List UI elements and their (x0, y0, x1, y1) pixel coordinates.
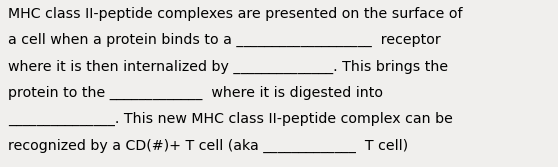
Text: where it is then internalized by ______________. This brings the: where it is then internalized by _______… (8, 59, 448, 74)
Text: MHC class II-peptide complexes are presented on the surface of: MHC class II-peptide complexes are prese… (8, 7, 463, 21)
Text: recognized by a CD(#)+ T cell (aka _____________  T cell): recognized by a CD(#)+ T cell (aka _____… (8, 139, 408, 153)
Text: a cell when a protein binds to a ___________________  receptor: a cell when a protein binds to a _______… (8, 33, 441, 47)
Text: protein to the _____________  where it is digested into: protein to the _____________ where it is… (8, 86, 383, 100)
Text: _______________. This new MHC class II-peptide complex can be: _______________. This new MHC class II-p… (8, 112, 453, 126)
